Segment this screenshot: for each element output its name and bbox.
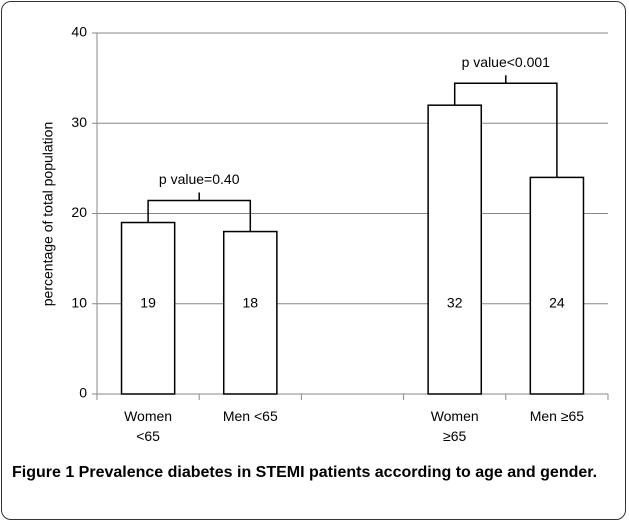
x-tick-label: Men <65	[222, 408, 278, 424]
annotation: p value=0.40	[159, 171, 240, 187]
y-tick-label: 10	[71, 294, 87, 310]
chart: percentage of total population 0 10 20 30 40…	[40, 24, 609, 401]
y-axis-label: percentage of total population	[40, 122, 56, 306]
bar	[222, 230, 278, 395]
bracket	[147, 192, 252, 232]
y-tick-label: 30	[71, 114, 87, 130]
bar	[529, 176, 585, 395]
bar	[427, 104, 483, 395]
bar	[120, 221, 176, 395]
y-tick-label: 20	[71, 204, 87, 220]
bracket	[453, 75, 558, 178]
y-tick-label: 40	[71, 24, 87, 40]
x-tick-label: Women <65	[124, 408, 173, 444]
caption: Figure 1 Prevalence diabetes in STEMI pa…	[12, 464, 598, 481]
bar-value-label: 24	[549, 294, 565, 310]
y-tick-label: 0	[79, 385, 87, 401]
x-tick-label: Men ≥65	[529, 408, 585, 424]
bar-value-label: 32	[447, 294, 463, 310]
x-tick-label: Women ≥65	[430, 408, 479, 444]
bar-value-label: 18	[243, 294, 259, 310]
bar-value-label: 19	[140, 294, 156, 310]
annotation: p value<0.001	[462, 54, 551, 70]
